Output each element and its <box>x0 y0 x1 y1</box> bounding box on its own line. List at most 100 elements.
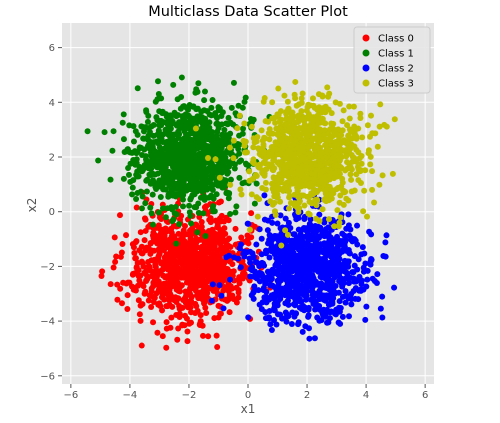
data-point <box>138 205 145 212</box>
data-point <box>314 223 321 230</box>
data-point <box>181 147 188 153</box>
data-point <box>140 128 147 135</box>
legend-marker <box>362 34 370 42</box>
data-point <box>174 336 181 343</box>
data-point <box>284 231 291 238</box>
data-point <box>303 292 310 299</box>
data-point <box>187 304 194 311</box>
data-point <box>382 239 389 246</box>
data-point <box>350 103 357 110</box>
data-point <box>343 225 350 232</box>
data-point <box>95 157 102 164</box>
data-point <box>302 116 309 123</box>
data-point <box>139 260 146 267</box>
data-point <box>247 273 254 280</box>
data-point <box>213 332 220 339</box>
data-point <box>317 241 324 248</box>
data-point <box>211 315 218 322</box>
data-point <box>179 196 186 203</box>
data-point <box>363 283 370 290</box>
data-point <box>278 169 285 176</box>
data-point <box>152 268 159 275</box>
data-point <box>244 232 251 239</box>
data-point <box>201 196 208 203</box>
data-point <box>346 115 353 122</box>
data-point <box>339 118 346 125</box>
data-point <box>133 204 140 211</box>
data-point <box>278 161 285 168</box>
data-point <box>294 275 301 282</box>
data-point <box>273 321 280 328</box>
data-point <box>186 266 193 273</box>
data-point <box>278 116 285 123</box>
data-point <box>325 319 332 326</box>
data-point <box>180 227 187 234</box>
data-point <box>288 132 295 139</box>
data-point <box>98 273 105 280</box>
data-point <box>114 296 121 303</box>
data-point <box>351 253 358 260</box>
data-point <box>256 263 263 270</box>
data-point <box>253 241 260 248</box>
data-point <box>339 179 346 186</box>
data-point <box>342 238 349 245</box>
data-point <box>301 307 308 314</box>
data-point <box>222 134 229 141</box>
data-point <box>145 263 152 270</box>
data-point <box>258 127 265 134</box>
data-point <box>302 128 309 135</box>
data-point <box>337 304 344 311</box>
data-point <box>377 101 384 108</box>
x-tick-label: 4 <box>363 390 369 401</box>
data-point <box>337 214 344 221</box>
data-point <box>192 132 199 139</box>
data-point <box>294 200 301 207</box>
data-point <box>120 111 127 118</box>
data-point <box>250 144 257 151</box>
data-point <box>227 181 234 188</box>
data-point <box>198 219 205 226</box>
data-point <box>276 272 283 279</box>
data-point <box>139 301 146 308</box>
data-point <box>229 285 236 292</box>
data-point <box>333 186 340 193</box>
data-point <box>155 90 162 97</box>
data-point <box>353 133 360 140</box>
data-point <box>174 164 181 171</box>
data-point <box>134 131 141 138</box>
data-point <box>216 174 223 181</box>
data-point <box>219 159 226 166</box>
data-point <box>175 191 182 198</box>
data-point <box>163 344 170 351</box>
data-point <box>358 251 365 258</box>
data-point <box>214 343 221 350</box>
data-point <box>316 296 323 303</box>
data-point <box>368 256 375 263</box>
data-point <box>214 114 220 121</box>
data-point <box>223 214 230 221</box>
data-point <box>345 211 352 218</box>
data-point <box>342 299 349 306</box>
data-point <box>237 264 244 271</box>
data-point <box>134 173 141 180</box>
data-point <box>308 266 315 272</box>
data-point <box>353 158 360 165</box>
data-point <box>203 134 210 141</box>
data-point <box>273 255 280 262</box>
data-point <box>226 309 233 316</box>
data-point <box>358 153 365 160</box>
data-point <box>180 192 187 199</box>
x-tick-label: 0 <box>245 390 251 401</box>
data-point <box>291 191 298 198</box>
data-point <box>187 235 194 242</box>
data-point <box>171 267 178 274</box>
data-point <box>289 237 296 244</box>
data-point <box>296 150 303 157</box>
data-point <box>180 274 187 281</box>
data-point <box>245 314 252 321</box>
data-point <box>212 257 219 264</box>
data-point <box>170 81 177 88</box>
data-point <box>163 171 170 177</box>
data-point <box>120 175 127 182</box>
data-point <box>163 325 170 332</box>
